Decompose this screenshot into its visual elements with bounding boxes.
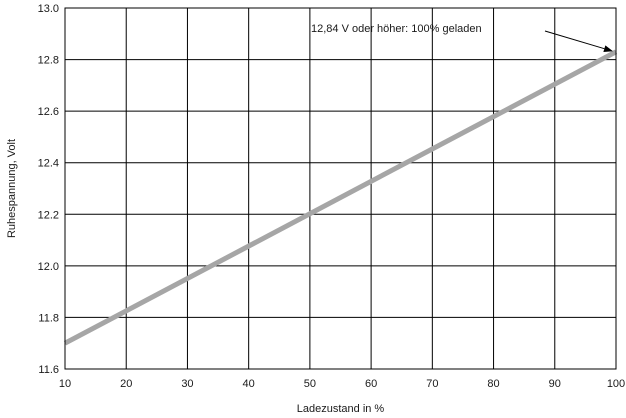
y-tick-label-7: 13.0 bbox=[38, 3, 59, 15]
y-tick-label-5: 12.6 bbox=[38, 106, 59, 118]
series-line-0 bbox=[63, 49, 618, 346]
y-tick-label-4: 12.4 bbox=[38, 158, 59, 170]
series-layer bbox=[63, 49, 618, 346]
x-tick-label-3: 40 bbox=[243, 378, 255, 390]
x-axis-tick-labels: 10 20 30 40 50 60 70 80 90 100 bbox=[59, 378, 625, 390]
annotation-arrow-line bbox=[544, 30, 605, 50]
plot-frame bbox=[64, 7, 617, 370]
x-tick-label-9: 100 bbox=[607, 378, 625, 390]
x-tick-label-4: 50 bbox=[304, 378, 316, 390]
annotation: 12,84 V oder höher: 100% geladen bbox=[311, 23, 613, 53]
y-tick-label-3: 12.2 bbox=[38, 209, 59, 221]
x-tick-label-7: 80 bbox=[487, 378, 499, 390]
x-tick-label-2: 30 bbox=[181, 378, 193, 390]
y-axis-tick-labels: 11.6 11.8 12.0 12.2 12.4 12.6 12.8 13.0 bbox=[38, 3, 59, 376]
y-tick-label-1: 11.8 bbox=[38, 312, 59, 324]
grid bbox=[64, 7, 617, 370]
y-tick-label-2: 12.0 bbox=[38, 261, 59, 273]
annotation-arrow-head bbox=[603, 45, 613, 53]
x-axis-title: Ladezustand in % bbox=[297, 403, 385, 415]
x-tick-label-0: 10 bbox=[59, 378, 71, 390]
x-tick-label-5: 60 bbox=[365, 378, 377, 390]
y-axis-title: Ruhespannung, Volt bbox=[6, 139, 18, 238]
x-tick-label-8: 90 bbox=[549, 378, 561, 390]
x-tick-label-6: 70 bbox=[426, 378, 438, 390]
annotation-label: 12,84 V oder höher: 100% geladen bbox=[311, 23, 482, 35]
x-tick-label-1: 20 bbox=[120, 378, 132, 390]
y-tick-label-6: 12.8 bbox=[38, 55, 59, 67]
y-tick-label-0: 11.6 bbox=[38, 364, 59, 376]
